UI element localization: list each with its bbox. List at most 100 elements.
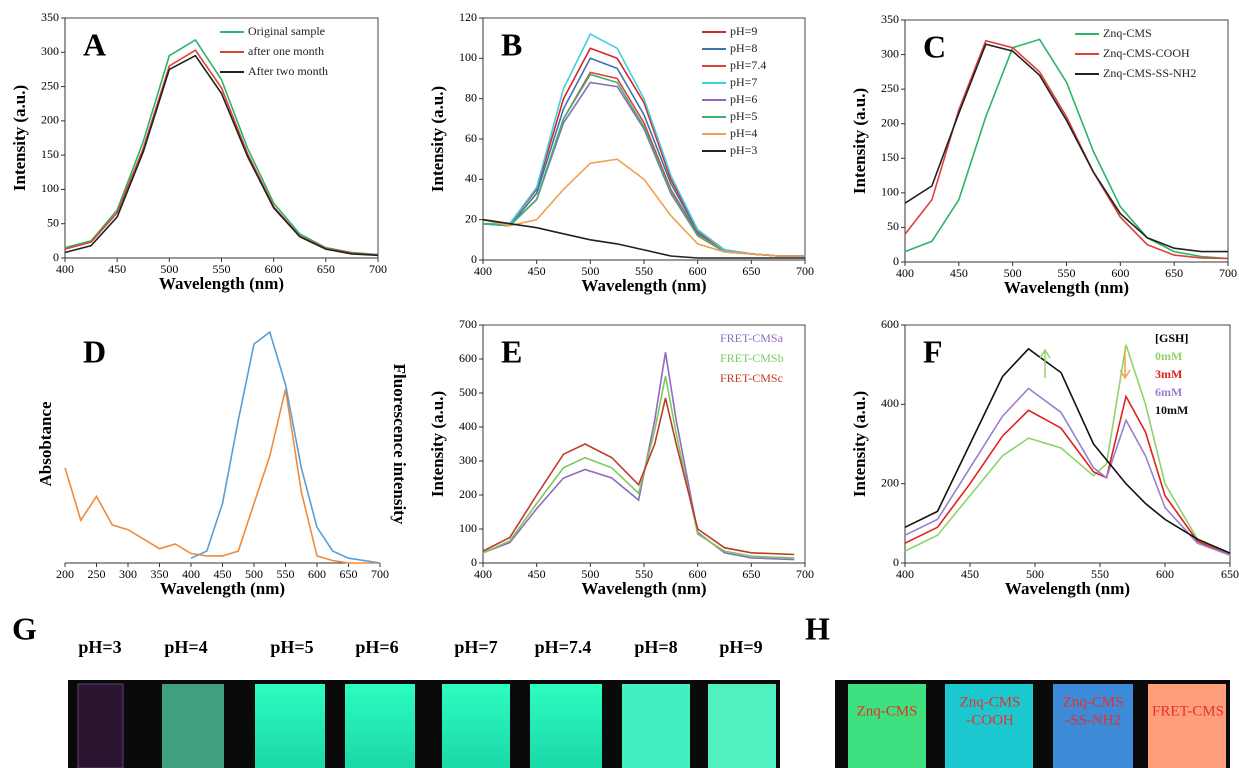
series-line (904, 347, 1231, 554)
y-tick-label: 300 (41, 44, 59, 58)
panel-letter: H (805, 610, 830, 646)
legend-label: after one month (248, 44, 324, 58)
photo-label: -COOH (966, 712, 1014, 728)
y-axis-label: Intensity (a.u.) (850, 88, 869, 194)
x-tick-label: 500 (245, 567, 263, 581)
x-tick-label: 250 (88, 567, 106, 581)
y-tick-label: 200 (41, 113, 59, 127)
x-tick-label: 700 (796, 264, 814, 278)
series-line (482, 158, 805, 257)
x-tick-label: 550 (1058, 266, 1076, 280)
x-tick-label: 500 (581, 264, 599, 278)
y-tick-label: 700 (459, 317, 477, 331)
x-tick-label: 400 (474, 264, 492, 278)
vial (255, 684, 325, 768)
x-tick-label: 700 (1219, 266, 1237, 280)
x-tick-label: 400 (896, 266, 914, 280)
legend-label: 6mM (1155, 385, 1182, 399)
vial (848, 684, 926, 768)
panel-letter: A (83, 26, 106, 62)
panel-letter: G (12, 610, 37, 646)
legend-label: FRET-CMSc (720, 371, 783, 385)
y-tick-label: 300 (459, 453, 477, 467)
series-line (64, 389, 380, 564)
series-line (904, 394, 1231, 556)
y-axis-label: Intensity (a.u.) (850, 391, 869, 497)
legend-label: FRET-CMSb (720, 351, 784, 365)
photo-label: FRET-CMS (1152, 703, 1224, 719)
x-tick-label: 500 (1004, 266, 1022, 280)
x-tick-label: 400 (56, 262, 74, 276)
arrow-up (1039, 348, 1051, 378)
plot-frame (65, 325, 380, 563)
series-line (904, 344, 1231, 556)
x-tick-label: 450 (961, 567, 979, 581)
photo-label: Znq-CMS (857, 703, 918, 719)
x-tick-label: 450 (528, 567, 546, 581)
y-tick-label: 0 (53, 250, 59, 264)
y-axis-label: Intensity (a.u.) (428, 391, 447, 497)
y-tick-label: 100 (459, 521, 477, 535)
vial (622, 684, 690, 768)
legend-label: pH=8 (730, 41, 757, 55)
panel-letter: C (923, 28, 946, 64)
y-axis-label: Intensity (a.u.) (428, 86, 447, 192)
x-axis-label: Wavelength (nm) (160, 579, 285, 598)
photo-label: pH=4 (164, 637, 207, 657)
x-tick-label: 650 (317, 262, 335, 276)
y-tick-label: 600 (459, 351, 477, 365)
x-tick-label: 400 (182, 567, 200, 581)
legend-label: pH=5 (730, 109, 757, 123)
y-tick-label: 150 (881, 150, 899, 164)
y-tick-label: 0 (471, 252, 477, 266)
arrow-down (1119, 350, 1131, 380)
y-tick-label: 20 (465, 211, 477, 225)
panel-letter: E (501, 333, 522, 369)
y-tick-label: 200 (459, 487, 477, 501)
panel-letter: D (83, 333, 106, 369)
legend-label: FRET-CMSa (720, 331, 784, 345)
x-tick-label: 550 (1091, 567, 1109, 581)
x-tick-label: 650 (340, 567, 358, 581)
legend-label: pH=9 (730, 24, 757, 38)
x-tick-label: 600 (265, 262, 283, 276)
x-tick-label: 700 (369, 262, 387, 276)
legend-label: pH=4 (730, 126, 757, 140)
y-tick-label: 150 (41, 147, 59, 161)
series-line (64, 54, 379, 257)
x-axis-label: Wavelength (nm) (581, 579, 706, 598)
y-tick-label: 50 (47, 215, 59, 229)
photo-label: pH=7.4 (535, 637, 592, 657)
legend-title: [GSH] (1155, 331, 1188, 345)
x-tick-label: 550 (277, 567, 295, 581)
y-tick-label: 100 (459, 50, 477, 64)
vial (162, 684, 224, 768)
x-tick-label: 550 (635, 567, 653, 581)
x-tick-label: 700 (371, 567, 389, 581)
vial (345, 684, 415, 768)
photo-label: pH=3 (78, 637, 121, 657)
y-tick-label: 100 (41, 181, 59, 195)
y-tick-label: 200 (881, 475, 899, 489)
x-tick-label: 600 (689, 567, 707, 581)
x-tick-label: 700 (796, 567, 814, 581)
vial (708, 684, 776, 768)
x-tick-label: 500 (1026, 567, 1044, 581)
x-tick-label: 500 (160, 262, 178, 276)
x-axis-label: Wavelength (nm) (159, 274, 284, 293)
x-tick-label: 400 (474, 567, 492, 581)
y2-axis-label: Fluorescence intensity (390, 364, 409, 525)
panel-letter: F (923, 333, 943, 369)
panel-letter: B (501, 26, 522, 62)
photo-label: pH=7 (454, 637, 497, 657)
legend-label: pH=7 (730, 75, 757, 89)
x-tick-label: 400 (896, 567, 914, 581)
vial (77, 683, 124, 768)
x-tick-label: 650 (742, 567, 760, 581)
series-line (904, 38, 1229, 260)
x-tick-label: 600 (1156, 567, 1174, 581)
legend-label: pH=7.4 (730, 58, 766, 72)
x-tick-label: 650 (1165, 266, 1183, 280)
x-tick-label: 550 (635, 264, 653, 278)
